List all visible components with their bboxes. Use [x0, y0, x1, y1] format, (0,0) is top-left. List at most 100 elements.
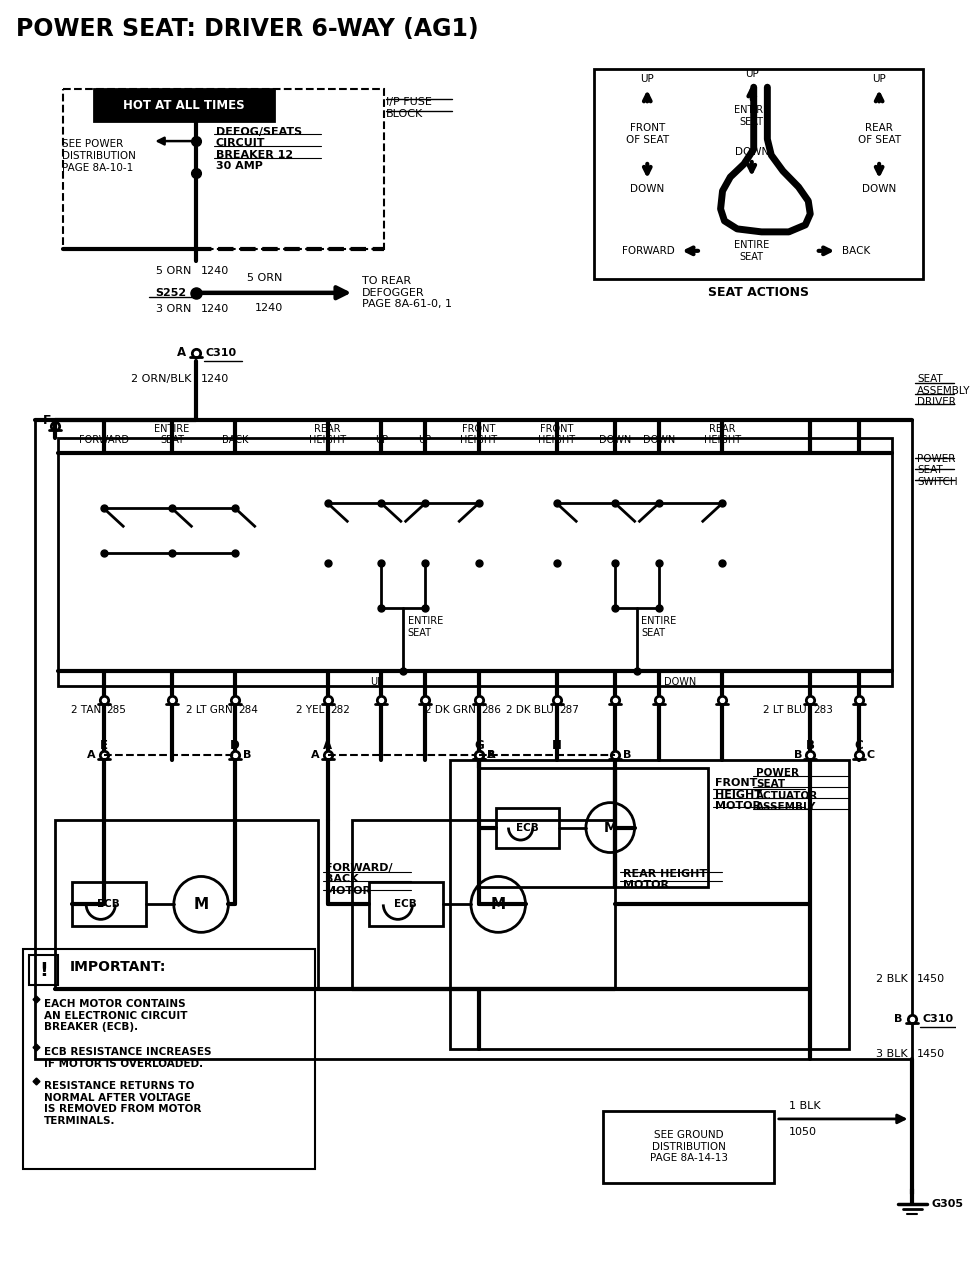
- Text: B: B: [894, 1015, 903, 1025]
- Text: C: C: [866, 750, 874, 760]
- Text: ECB: ECB: [516, 823, 539, 833]
- Text: BACK: BACK: [842, 246, 870, 256]
- Bar: [35, 420, 912, 1059]
- Text: B: B: [486, 750, 495, 760]
- Text: 5 ORN: 5 ORN: [156, 266, 191, 276]
- Text: HOT AT ALL TIMES: HOT AT ALL TIMES: [123, 98, 245, 111]
- Text: FRONT
HEIGHT: FRONT HEIGHT: [538, 424, 575, 445]
- Text: 2 TAN: 2 TAN: [71, 704, 101, 714]
- Text: TO REAR
DEFOGGER
PAGE 8A-61-0, 1: TO REAR DEFOGGER PAGE 8A-61-0, 1: [362, 276, 452, 309]
- Text: 285: 285: [107, 704, 126, 714]
- Text: A: A: [87, 750, 96, 760]
- Text: SEE POWER
DISTRIBUTION
PAGE 8A-10-1: SEE POWER DISTRIBUTION PAGE 8A-10-1: [62, 139, 135, 173]
- Text: FORWARD/
BACK
MOTOR: FORWARD/ BACK MOTOR: [324, 863, 392, 896]
- Text: A: A: [177, 346, 186, 360]
- Text: POWER SEAT: DRIVER 6-WAY (AG1): POWER SEAT: DRIVER 6-WAY (AG1): [16, 18, 478, 42]
- Bar: [94, 90, 274, 121]
- Text: 286: 286: [482, 704, 502, 714]
- Text: B: B: [243, 750, 251, 760]
- Bar: [55, 819, 318, 989]
- Text: B: B: [623, 750, 631, 760]
- Text: 283: 283: [812, 704, 833, 714]
- Text: FORWARD: FORWARD: [622, 246, 674, 256]
- Text: 2 LT BLU: 2 LT BLU: [763, 704, 808, 714]
- Text: DOWN: DOWN: [663, 676, 696, 687]
- Text: UP: UP: [374, 435, 388, 445]
- Text: FORWARD: FORWARD: [78, 435, 128, 445]
- Text: A: A: [486, 750, 495, 760]
- Text: ENTIRE
SEAT: ENTIRE SEAT: [154, 424, 189, 445]
- Bar: [368, 882, 443, 926]
- Bar: [479, 767, 708, 887]
- Text: ENTIRE
SEAT: ENTIRE SEAT: [642, 616, 677, 637]
- Text: BACK: BACK: [222, 435, 248, 445]
- Text: 2 DK BLU: 2 DK BLU: [506, 704, 554, 714]
- Bar: [594, 69, 923, 279]
- Text: 1240: 1240: [201, 266, 229, 276]
- Text: ENTIRE
SEAT: ENTIRE SEAT: [734, 105, 769, 126]
- Text: D: D: [230, 740, 240, 752]
- Bar: [72, 882, 146, 926]
- Text: ECB RESISTANCE INCREASES
IF MOTOR IS OVERLOADED.: ECB RESISTANCE INCREASES IF MOTOR IS OVE…: [44, 1047, 212, 1069]
- Text: 3 BLK: 3 BLK: [876, 1049, 907, 1059]
- Text: 1450: 1450: [917, 1049, 946, 1059]
- Bar: [58, 438, 892, 685]
- Text: ECB: ECB: [97, 900, 120, 910]
- Text: M: M: [604, 820, 617, 834]
- Text: REAR
HEIGHT: REAR HEIGHT: [309, 424, 346, 445]
- Text: 284: 284: [238, 704, 258, 714]
- Text: B: B: [794, 750, 803, 760]
- Text: DOWN: DOWN: [735, 148, 769, 156]
- Text: ENTIRE
SEAT: ENTIRE SEAT: [408, 616, 443, 637]
- Text: C: C: [855, 740, 863, 752]
- Text: UP: UP: [872, 74, 886, 85]
- Bar: [604, 1111, 774, 1182]
- Bar: [28, 955, 58, 986]
- Text: IMPORTANT:: IMPORTANT:: [70, 960, 166, 974]
- Text: 3 ORN: 3 ORN: [156, 304, 191, 314]
- Text: UP: UP: [370, 676, 383, 687]
- Text: 1240: 1240: [255, 303, 283, 313]
- Text: DOWN: DOWN: [630, 184, 664, 194]
- Text: FRONT
HEIGHT
MOTOR: FRONT HEIGHT MOTOR: [714, 779, 761, 811]
- Text: 2 YEL: 2 YEL: [297, 704, 324, 714]
- Text: UP: UP: [418, 435, 432, 445]
- Bar: [352, 819, 615, 989]
- Text: DOWN: DOWN: [599, 435, 631, 445]
- Text: 5 ORN: 5 ORN: [247, 273, 282, 283]
- Text: UP: UP: [640, 74, 655, 85]
- Text: 2 BLK: 2 BLK: [876, 974, 907, 984]
- Text: POWER
SEAT
SWITCH: POWER SEAT SWITCH: [917, 454, 957, 487]
- Text: 1050: 1050: [789, 1127, 816, 1137]
- Text: REAR
HEIGHT: REAR HEIGHT: [704, 424, 741, 445]
- Bar: [450, 760, 849, 1049]
- Text: F: F: [43, 414, 51, 427]
- Text: FRONT
HEIGHT: FRONT HEIGHT: [461, 424, 497, 445]
- Text: 282: 282: [330, 704, 351, 714]
- Text: G: G: [474, 740, 483, 752]
- Text: SEE GROUND
DISTRIBUTION
PAGE 8A-14-13: SEE GROUND DISTRIBUTION PAGE 8A-14-13: [650, 1131, 728, 1164]
- Text: E: E: [100, 740, 108, 752]
- Text: UP: UP: [745, 69, 759, 80]
- Text: SEAT
ASSEMBLY
DRIVER: SEAT ASSEMBLY DRIVER: [917, 374, 970, 408]
- Text: B: B: [806, 740, 814, 752]
- Text: !: !: [39, 960, 48, 979]
- Text: REAR HEIGHT
MOTOR: REAR HEIGHT MOTOR: [623, 868, 707, 890]
- Text: M: M: [193, 897, 209, 912]
- Text: FRONT
OF SEAT: FRONT OF SEAT: [625, 124, 669, 145]
- Text: S252: S252: [156, 288, 186, 298]
- Bar: [23, 949, 316, 1169]
- Bar: [63, 90, 384, 249]
- Text: 2 LT GRN: 2 LT GRN: [185, 704, 232, 714]
- Text: 1450: 1450: [917, 974, 946, 984]
- Text: DEFOG/SEATS
CIRCUIT
BREAKER 12
30 AMP: DEFOG/SEATS CIRCUIT BREAKER 12 30 AMP: [216, 126, 302, 172]
- Text: EACH MOTOR CONTAINS
AN ELECTRONIC CIRCUIT
BREAKER (ECB).: EACH MOTOR CONTAINS AN ELECTRONIC CIRCUI…: [44, 1000, 188, 1032]
- Text: I/P FUSE
BLOCK: I/P FUSE BLOCK: [386, 97, 432, 119]
- Text: A: A: [323, 740, 332, 752]
- Text: 1240: 1240: [201, 374, 229, 384]
- Text: DOWN: DOWN: [643, 435, 675, 445]
- Text: H: H: [552, 740, 562, 752]
- Text: SEAT ACTIONS: SEAT ACTIONS: [708, 286, 808, 299]
- Text: M: M: [491, 897, 506, 912]
- Text: RESISTANCE RETURNS TO
NORMAL AFTER VOLTAGE
IS REMOVED FROM MOTOR
TERMINALS.: RESISTANCE RETURNS TO NORMAL AFTER VOLTA…: [44, 1082, 202, 1126]
